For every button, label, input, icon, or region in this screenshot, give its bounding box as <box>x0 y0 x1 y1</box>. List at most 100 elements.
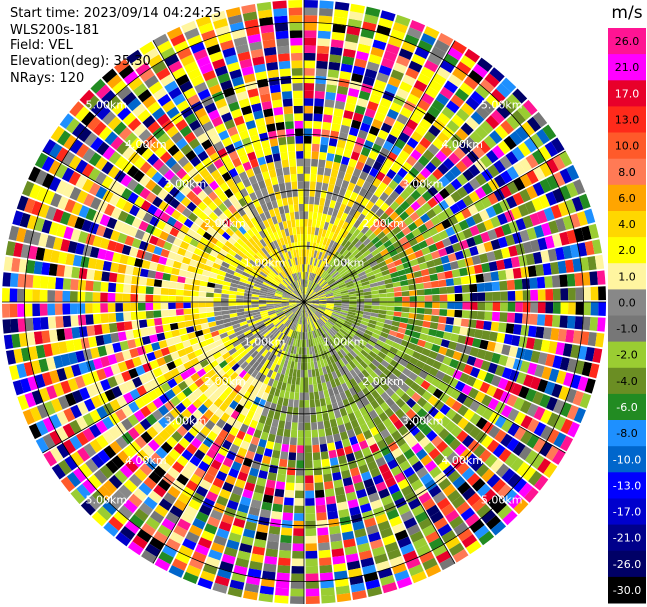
velocity-gate <box>214 378 224 388</box>
velocity-gate <box>292 330 297 339</box>
velocity-gate <box>367 256 376 264</box>
velocity-gate <box>506 394 518 407</box>
velocity-gate <box>459 353 470 364</box>
velocity-gate <box>69 303 78 315</box>
velocity-gate <box>253 331 262 338</box>
velocity-gate <box>384 206 395 217</box>
velocity-gate <box>487 164 500 178</box>
velocity-gate <box>282 398 289 407</box>
velocity-gate <box>323 285 331 291</box>
velocity-gate <box>339 187 347 197</box>
velocity-gate <box>145 294 154 302</box>
velocity-gate <box>435 370 446 381</box>
velocity-gate <box>257 156 267 166</box>
velocity-gate <box>247 335 256 342</box>
velocity-gate <box>508 245 518 257</box>
velocity-gate <box>107 282 117 293</box>
velocity-gate <box>307 331 310 340</box>
velocity-gate <box>344 251 352 260</box>
velocity-gate <box>344 41 358 51</box>
velocity-gate <box>230 245 240 254</box>
velocity-gate <box>261 247 269 256</box>
velocity-gate <box>238 98 251 109</box>
velocity-gate <box>395 55 410 67</box>
velocity-gate <box>327 248 334 257</box>
velocity-gate <box>63 134 77 150</box>
velocity-gate <box>308 289 314 297</box>
velocity-gate <box>103 203 116 217</box>
velocity-gate <box>566 229 577 244</box>
velocity-gate <box>501 99 517 114</box>
velocity-gate <box>110 262 120 273</box>
velocity-gate <box>169 198 181 209</box>
velocity-gate <box>406 155 418 167</box>
velocity-gate <box>488 261 498 272</box>
velocity-gate <box>293 361 298 370</box>
velocity-gate <box>330 379 337 388</box>
velocity-gate <box>267 290 276 295</box>
velocity-gate <box>331 31 345 41</box>
velocity-gate <box>357 542 371 553</box>
velocity-gate <box>284 421 292 430</box>
velocity-gate <box>331 370 338 380</box>
velocity-gate <box>221 261 230 269</box>
velocity-gate <box>553 415 567 431</box>
velocity-gate <box>398 236 409 245</box>
velocity-gate <box>294 315 299 324</box>
velocity-gate <box>373 188 384 198</box>
velocity-gate <box>216 369 226 378</box>
velocity-gate <box>282 294 290 298</box>
velocity-gate <box>107 240 117 252</box>
velocity-gate <box>223 546 238 558</box>
velocity-gate <box>281 304 290 307</box>
velocity-gate <box>270 315 278 321</box>
velocity-gate <box>442 356 453 366</box>
velocity-gate <box>326 321 334 328</box>
velocity-gate <box>358 439 369 450</box>
velocity-gate <box>300 309 303 317</box>
velocity-gate <box>243 416 252 427</box>
velocity-gate <box>380 122 393 134</box>
velocity-gate <box>565 329 575 343</box>
velocity-gate <box>515 243 526 256</box>
velocity-gate <box>311 299 320 302</box>
velocity-gate <box>297 308 301 316</box>
velocity-gate <box>278 221 285 231</box>
velocity-gate <box>399 460 411 472</box>
velocity-gate <box>275 310 284 315</box>
velocity-gate <box>221 136 233 148</box>
velocity-gate <box>245 80 258 91</box>
velocity-gate <box>326 265 333 273</box>
velocity-gate <box>339 516 352 526</box>
velocity-gate <box>491 311 501 322</box>
velocity-gate <box>290 322 295 330</box>
velocity-gate <box>11 257 21 273</box>
velocity-gate <box>141 259 151 270</box>
polar-grid <box>2 0 606 604</box>
velocity-gate <box>292 90 303 99</box>
velocity-gate <box>368 150 379 161</box>
velocity-gate <box>341 356 349 366</box>
velocity-gate <box>290 596 304 604</box>
velocity-gate <box>275 30 289 40</box>
velocity-gate <box>31 389 44 405</box>
velocity-gate <box>343 148 353 159</box>
velocity-gate <box>255 173 264 183</box>
velocity-gate <box>248 358 257 367</box>
velocity-gate <box>245 332 254 340</box>
velocity-gate <box>124 132 138 146</box>
velocity-gate <box>292 75 303 84</box>
velocity-gate <box>545 158 559 174</box>
velocity-gate <box>366 271 375 278</box>
velocity-gate <box>415 360 426 370</box>
velocity-gate <box>135 365 146 376</box>
velocity-gate <box>92 281 102 292</box>
velocity-gate <box>247 201 256 211</box>
velocity-gate <box>92 303 101 314</box>
velocity-gate <box>270 91 282 101</box>
velocity-gate <box>144 457 158 471</box>
velocity-gate <box>318 305 327 308</box>
velocity-gate <box>327 388 335 397</box>
velocity-gate <box>209 51 224 63</box>
velocity-gate <box>572 390 585 406</box>
